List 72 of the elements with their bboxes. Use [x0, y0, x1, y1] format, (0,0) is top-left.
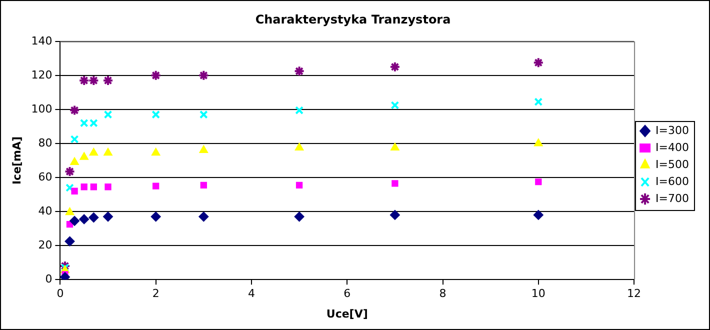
y-tick-label: 140: [31, 34, 52, 48]
point: [78, 75, 90, 86]
point: [200, 182, 207, 188]
y-axis-title: Ice[mA]: [10, 136, 24, 185]
x-tick-label: 8: [439, 287, 446, 300]
point: [88, 75, 100, 86]
point: [390, 101, 400, 110]
x-tick-label: 6: [344, 287, 351, 300]
point: [89, 118, 98, 128]
point: [65, 207, 74, 216]
point: [69, 104, 80, 116]
point: [390, 210, 400, 220]
point: [88, 212, 99, 222]
y-tick-label: 100: [31, 102, 52, 116]
point: [103, 212, 114, 222]
point: [66, 184, 74, 192]
point: [390, 142, 400, 150]
y-tick-label: 60: [38, 170, 52, 184]
y-tick-label: 120: [31, 68, 52, 82]
point: [533, 210, 544, 220]
x-tick-label: 10: [531, 287, 546, 300]
point: [294, 142, 304, 150]
point: [64, 236, 75, 246]
chart-title: Charakterystyka Tranzystora: [255, 12, 451, 26]
point: [104, 148, 112, 156]
point: [151, 148, 160, 156]
y-tick-label: 20: [38, 238, 52, 252]
x-tick-label: 4: [248, 287, 255, 300]
legend-label: I=500: [656, 158, 690, 171]
point: [532, 57, 544, 68]
point: [389, 61, 400, 72]
point: [70, 157, 79, 165]
point: [295, 106, 304, 114]
point: [90, 184, 97, 190]
legend-label: I=400: [656, 140, 690, 154]
point: [198, 212, 209, 222]
point: [152, 110, 160, 119]
point: [80, 184, 88, 190]
point: [152, 182, 160, 190]
point: [79, 214, 90, 224]
legend-label: I=700: [656, 192, 690, 205]
point: [71, 188, 78, 194]
point: [104, 110, 112, 119]
point: [392, 180, 398, 187]
point: [89, 148, 98, 156]
x-tick-label: 2: [152, 287, 160, 300]
point: [534, 98, 543, 106]
x-tick-label: 0: [56, 287, 64, 300]
point: [534, 138, 543, 146]
y-tick-label: 0: [45, 272, 52, 286]
point: [150, 212, 161, 222]
y-tick-label: 80: [38, 136, 52, 150]
point: [70, 135, 79, 144]
point: [294, 212, 304, 222]
point: [535, 178, 542, 186]
point: [296, 182, 303, 188]
point: [102, 75, 114, 86]
legend-label: I=300: [656, 124, 690, 137]
point: [294, 66, 305, 77]
legend-label: I=600: [656, 174, 690, 188]
point: [64, 166, 76, 178]
point: [198, 70, 210, 81]
point: [80, 118, 88, 128]
x-tick-label: 12: [627, 287, 642, 300]
point: [70, 216, 80, 226]
y-tick-label: 40: [38, 204, 52, 218]
point: [104, 184, 112, 190]
point: [150, 70, 162, 81]
x-axis-title: Uce[V]: [326, 307, 368, 320]
point: [199, 110, 208, 119]
point: [80, 152, 89, 160]
point: [199, 145, 208, 154]
